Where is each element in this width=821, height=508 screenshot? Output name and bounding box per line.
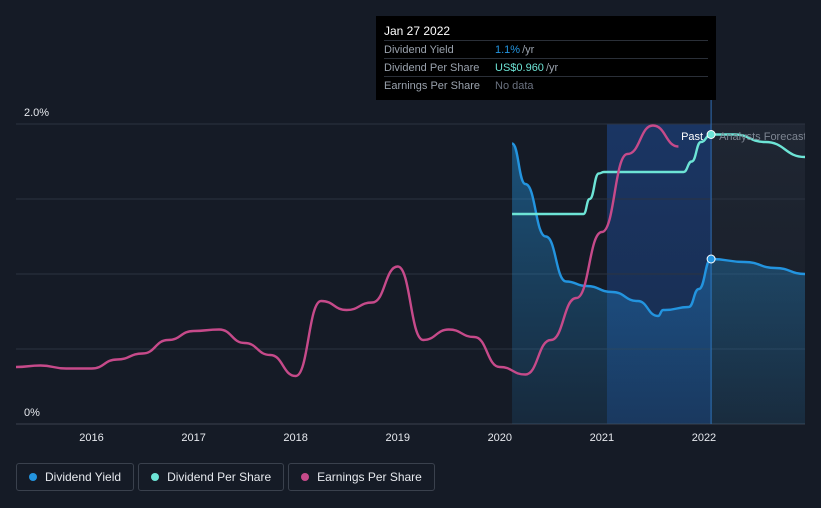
x-tick-label: 2018 [283, 432, 307, 444]
series-area-dividend-yield [512, 143, 805, 424]
x-tick-label: 2021 [590, 432, 614, 444]
chart-legend: Dividend Yield Dividend Per Share Earnin… [16, 463, 435, 491]
tooltip-label: Earnings Per Share [384, 79, 480, 92]
tooltip-value: 1.1% [495, 43, 521, 56]
series-line-earnings-per-share [15, 124, 679, 378]
legend-earnings-per-share[interactable]: Earnings Per Share [288, 463, 435, 491]
tooltip-value: No data [495, 79, 534, 92]
tooltip-label: Dividend Per Share [384, 61, 480, 74]
series-marker [706, 130, 716, 139]
x-tick-label: 2022 [692, 432, 716, 444]
y-tick-label: 2.0% [24, 107, 49, 119]
x-tick-label: 2016 [79, 432, 103, 444]
y-tick-label: 0% [24, 407, 40, 419]
tooltip-row-dividend-yield: Dividend Yield 1.1%/yr [384, 40, 708, 58]
tooltip-label: Dividend Yield [384, 43, 454, 56]
x-tick-label: 2017 [181, 432, 205, 444]
tooltip-unit: /yr [545, 61, 559, 74]
series-line-dividend-yield [510, 142, 806, 318]
legend-label: Earnings Per Share [317, 470, 422, 484]
legend-dot-icon [301, 473, 310, 481]
forecast-label: Analysts Forecasts [719, 131, 812, 143]
legend-dividend-per-share[interactable]: Dividend Per Share [138, 463, 285, 491]
legend-dot-icon [29, 473, 37, 481]
x-tick-label: 2019 [385, 432, 409, 444]
x-tick-label: 2020 [488, 432, 512, 444]
legend-label: Dividend Yield [45, 470, 122, 484]
series-marker [706, 254, 716, 264]
tooltip-row-earnings-per-share: Earnings Per Share No data [384, 76, 708, 94]
legend-dividend-yield[interactable]: Dividend Yield [16, 463, 135, 491]
tooltip-value: US$0.960 [495, 61, 544, 74]
past-label: Past [681, 131, 703, 143]
tooltip-row-dividend-per-share: Dividend Per Share US$0.960/yr [384, 58, 708, 76]
series-line-dividend-per-share [512, 133, 806, 216]
chart-tooltip: Jan 27 2022 Dividend Yield 1.1%/yr Divid… [376, 16, 716, 100]
tooltip-date: Jan 27 2022 [384, 24, 451, 38]
tooltip-unit: /yr [522, 43, 535, 56]
legend-label: Dividend Per Share [167, 470, 272, 484]
legend-dot-icon [151, 473, 160, 481]
